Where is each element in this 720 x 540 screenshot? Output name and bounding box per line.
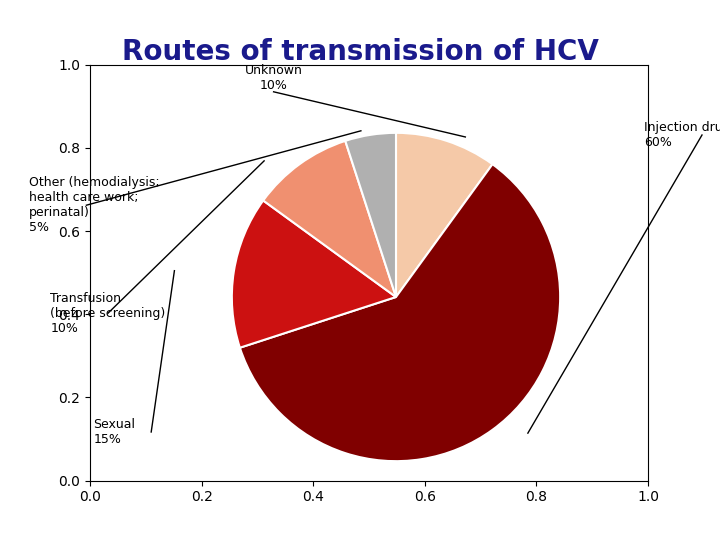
Text: Other (hemodialysis;
health care work;
perinatal)
5%: Other (hemodialysis; health care work; p… — [29, 176, 159, 234]
Wedge shape — [264, 141, 396, 297]
Wedge shape — [240, 164, 560, 461]
Text: Unknown
10%: Unknown 10% — [245, 64, 302, 92]
Wedge shape — [396, 133, 492, 297]
Text: Sexual
15%: Sexual 15% — [94, 418, 135, 446]
Text: Injection drug use
60%: Injection drug use 60% — [644, 121, 720, 149]
Wedge shape — [232, 200, 396, 348]
Text: Transfusion
(before screening)
10%: Transfusion (before screening) 10% — [50, 292, 166, 335]
Text: Routes of transmission of HCV: Routes of transmission of HCV — [122, 38, 598, 66]
Wedge shape — [346, 133, 396, 297]
